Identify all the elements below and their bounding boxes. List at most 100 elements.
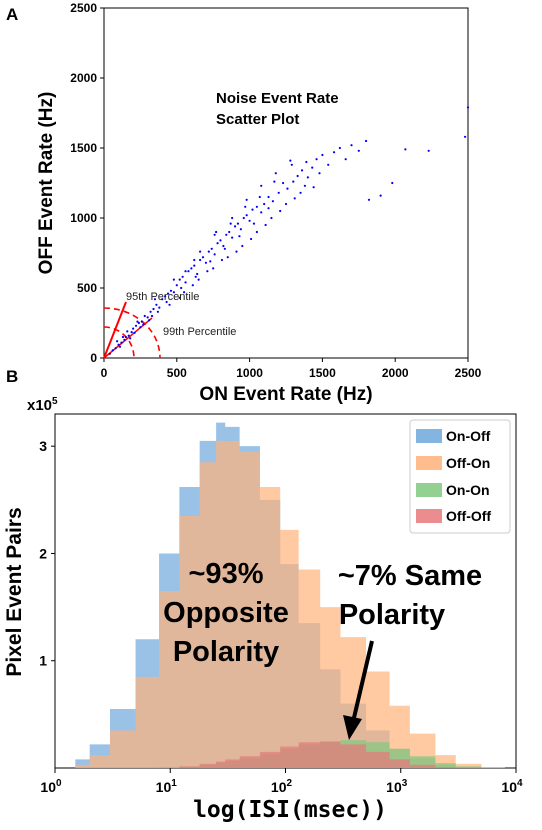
scatter-point <box>332 151 336 154</box>
scatter-point <box>267 207 270 210</box>
histogram-x-tick-label: 100 <box>40 778 62 795</box>
scatter-point <box>404 148 407 151</box>
scatter-point <box>226 256 229 259</box>
scatter-point <box>350 144 353 147</box>
scatter-point <box>129 337 132 340</box>
scatter-point <box>277 191 280 194</box>
scatter-point <box>198 250 202 253</box>
scatter-point <box>178 278 181 281</box>
scatter-point <box>260 184 263 187</box>
scatter-plot-area <box>103 7 469 359</box>
scatter-point <box>166 292 170 295</box>
scatter-x-tick-label: 500 <box>167 366 187 380</box>
scatter-title-line1: Noise Event Rate <box>216 90 339 107</box>
scatter-point <box>169 289 173 292</box>
scatter-point <box>184 270 187 273</box>
scatter-point <box>248 219 251 222</box>
scatter-point <box>206 270 209 273</box>
scatter-y-tick-label: 2500 <box>70 1 97 15</box>
annotation-95th: 95th Percentile <box>126 291 199 303</box>
scatter-point <box>289 159 292 162</box>
scatter-point <box>191 284 194 287</box>
scatter-point <box>216 242 219 245</box>
scatter-point <box>190 267 193 270</box>
scatter-point <box>273 180 276 183</box>
histogram-x-tick-label: 103 <box>386 778 408 795</box>
scatter-y-tick-label: 1500 <box>70 141 97 155</box>
scatter-point <box>255 230 258 234</box>
scatter-point <box>136 320 139 323</box>
scatter-point <box>193 258 196 262</box>
histogram-x-tick-label: 104 <box>501 778 523 795</box>
scatter-point <box>194 275 197 278</box>
scatter-point <box>127 334 130 337</box>
histogram-x-tick-label: 101 <box>156 778 178 795</box>
scatter-point <box>184 281 187 284</box>
scatter-x-tick-label: 2000 <box>382 366 409 380</box>
annotation-arrow-head <box>343 715 362 740</box>
scatter-point <box>281 181 285 185</box>
scatter-point <box>152 307 155 311</box>
percentile-circle-95 <box>103 326 135 359</box>
scatter-point <box>212 267 215 270</box>
scatter-point <box>168 303 171 306</box>
scatter-point <box>229 222 232 225</box>
scatter-points <box>108 106 470 355</box>
scatter-point <box>219 239 222 242</box>
annotation-polarity-right: Polarity <box>339 599 445 631</box>
scatter-point <box>201 256 205 259</box>
scatter-point <box>258 195 261 199</box>
scatter-point <box>146 316 149 319</box>
legend-swatch-off-off <box>416 509 442 523</box>
histogram-y-tick-label: 3 <box>39 438 47 454</box>
scatter-point <box>357 149 360 152</box>
scatter-point <box>134 324 138 327</box>
scatter-point <box>111 349 114 352</box>
scatter-ticks: 0 500 1000 1500 2000 2500 0 500 1000 1500 2000 2500 <box>70 1 481 380</box>
scatter-point <box>222 244 225 248</box>
scatter-point <box>220 258 224 262</box>
scatter-point <box>244 205 247 208</box>
scatter-point <box>271 200 274 203</box>
scatter-point <box>391 181 394 185</box>
scatter-chart: 0 500 1000 1500 2000 2500 0 500 1000 1500 2000 2500… <box>36 1 482 405</box>
legend-swatch-on-off <box>416 429 442 443</box>
scatter-point <box>204 261 208 264</box>
scatter-point <box>231 216 234 220</box>
scatter-point <box>124 335 127 339</box>
scatter-x-tick-label: 0 <box>101 366 108 380</box>
histogram-ylabel: Pixel Event Pairs <box>3 507 26 676</box>
scatter-y-tick-label: 0 <box>90 351 97 365</box>
panel-b-label: B <box>6 367 18 386</box>
scatter-point <box>242 216 245 220</box>
scatter-point <box>321 153 324 157</box>
scatter-point <box>233 225 237 228</box>
scatter-point <box>245 214 248 217</box>
scatter-point <box>130 331 133 334</box>
legend-label-off-on: Off-On <box>446 455 490 471</box>
scatter-point <box>284 202 288 206</box>
legend-label-on-on: On-On <box>446 482 490 498</box>
scatter-point <box>274 172 277 175</box>
scatter-point <box>158 306 161 309</box>
scatter-point <box>193 264 196 267</box>
annotation-opposite: Opposite <box>163 597 289 629</box>
scatter-point <box>207 250 210 253</box>
scatter-point <box>236 222 240 225</box>
scatter-ylabel: OFF Event Rate (Hz) <box>36 92 57 275</box>
scatter-point <box>172 291 175 294</box>
scatter-point <box>155 303 158 306</box>
scatter-point <box>263 202 266 206</box>
scatter-point <box>164 295 167 298</box>
scatter-point <box>427 149 430 152</box>
scatter-point <box>196 272 199 276</box>
histogram-x-tick-label: 102 <box>271 778 293 795</box>
scatter-point <box>300 169 304 172</box>
scatter-point <box>239 228 242 231</box>
scatter-point <box>197 278 200 281</box>
annotation-7-percent: ~7% Same <box>338 560 482 592</box>
scatter-y-tick-label: 500 <box>77 281 97 295</box>
scatter-point <box>148 319 151 322</box>
scatter-point <box>139 326 142 329</box>
scatter-point <box>245 198 248 201</box>
